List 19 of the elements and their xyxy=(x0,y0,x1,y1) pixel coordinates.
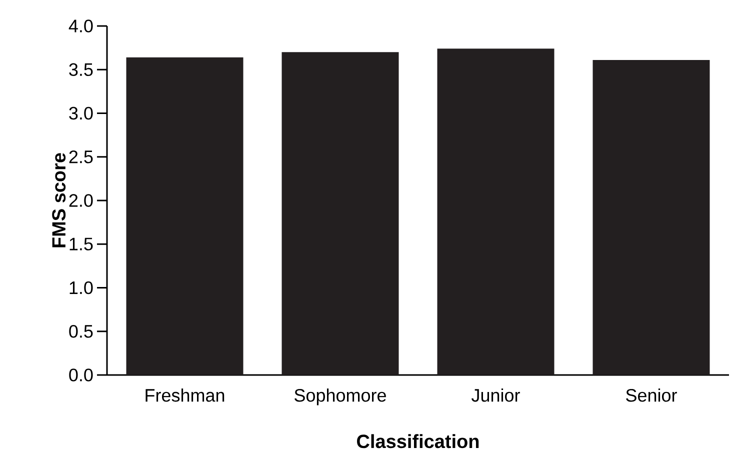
y-axis-title: FMS score xyxy=(52,153,66,248)
x-tick-label: Senior xyxy=(626,388,677,402)
y-tick-label: 2.0 xyxy=(69,194,93,207)
x-tick-label: Freshman xyxy=(146,388,224,402)
y-tick-label: 1.0 xyxy=(70,281,93,294)
x-axis-title: Classification xyxy=(357,434,479,448)
x-tick-label: Sophomore xyxy=(294,388,386,406)
y-tick-label: 2.5 xyxy=(69,150,93,164)
x-tick-label: Junior xyxy=(472,388,520,402)
y-tick-label: 3.0 xyxy=(69,106,93,120)
y-tick-label: 3.5 xyxy=(69,63,93,76)
bar xyxy=(592,60,710,375)
y-tick-label: 0.0 xyxy=(69,368,93,382)
bar xyxy=(282,52,399,375)
y-tick-label: 0.5 xyxy=(69,324,93,338)
y-tick-label: 4.0 xyxy=(68,20,93,32)
bar xyxy=(437,48,554,375)
y-tick-label: 1.5 xyxy=(70,238,93,250)
bar xyxy=(126,57,244,375)
